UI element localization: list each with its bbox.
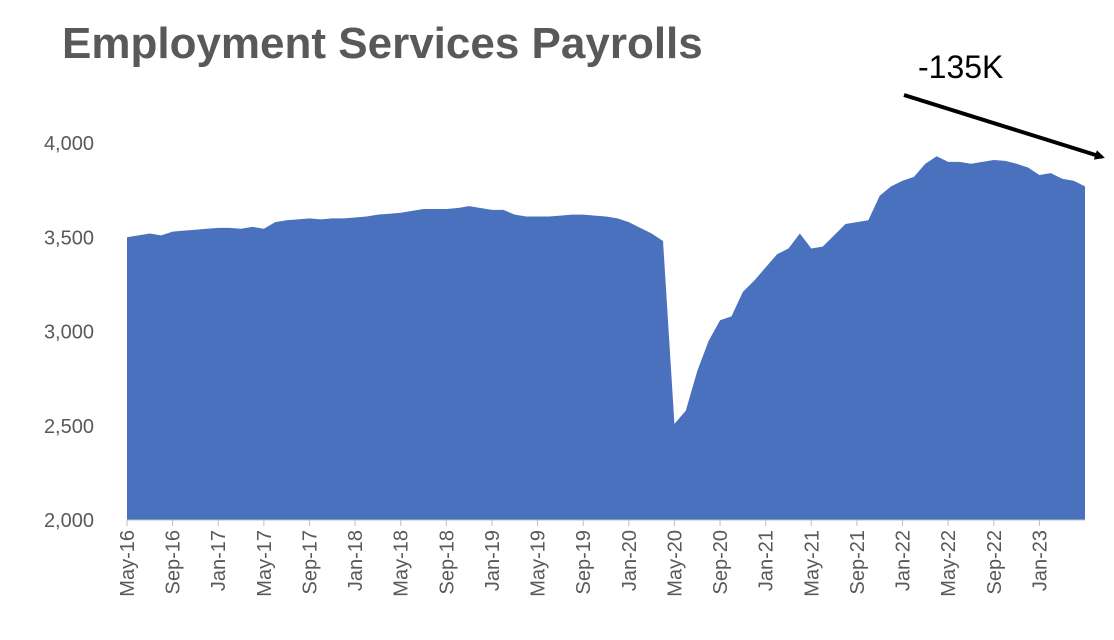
y-axis: 2,000 2,500 3,000 3,500 4,000 [44, 133, 94, 532]
y-tick-label: 3,000 [44, 322, 94, 344]
y-tick-label: 3,500 [44, 227, 94, 249]
x-tick-label: Sep-16 [163, 530, 185, 595]
series-area [127, 156, 1085, 520]
y-tick-label: 2,500 [44, 416, 94, 438]
x-tick-label: May-21 [801, 530, 823, 597]
x-tick-label: Sep-20 [710, 530, 732, 595]
x-tick-label: Jan-21 [756, 530, 778, 591]
x-tick-label: May-22 [938, 530, 960, 597]
x-tick-label: May-17 [254, 530, 276, 597]
x-tick-label: May-19 [528, 530, 550, 597]
x-tick-label: Sep-21 [847, 530, 869, 595]
x-tick-label: Sep-17 [299, 530, 321, 595]
x-tick-label: Jan-19 [482, 530, 504, 591]
x-tick-label: May-16 [117, 530, 139, 597]
x-tick-label: May-20 [664, 530, 686, 597]
y-tick-label: 2,000 [44, 510, 94, 532]
x-tick-label: Sep-22 [984, 530, 1006, 595]
x-tick-label: Jan-23 [1029, 530, 1051, 591]
x-tick-label: May-18 [391, 530, 413, 597]
y-tick-label: 4,000 [44, 133, 94, 155]
annotation-label: -135K [918, 49, 1003, 85]
annotation-arrow [903, 93, 1105, 160]
x-tick-label: Jan-18 [345, 530, 367, 591]
chart-title: Employment Services Payrolls [62, 19, 703, 68]
x-tick-label: Sep-18 [436, 530, 458, 595]
x-axis: May-16 Sep-16 Jan-17 May-17 Sep-17 Jan-18 May-… [117, 520, 1051, 597]
x-tick-label: Jan-20 [619, 530, 641, 591]
x-tick-label: Jan-22 [893, 530, 915, 591]
x-tick-label: Jan-17 [208, 530, 230, 591]
x-tick-label: Sep-19 [573, 530, 595, 595]
